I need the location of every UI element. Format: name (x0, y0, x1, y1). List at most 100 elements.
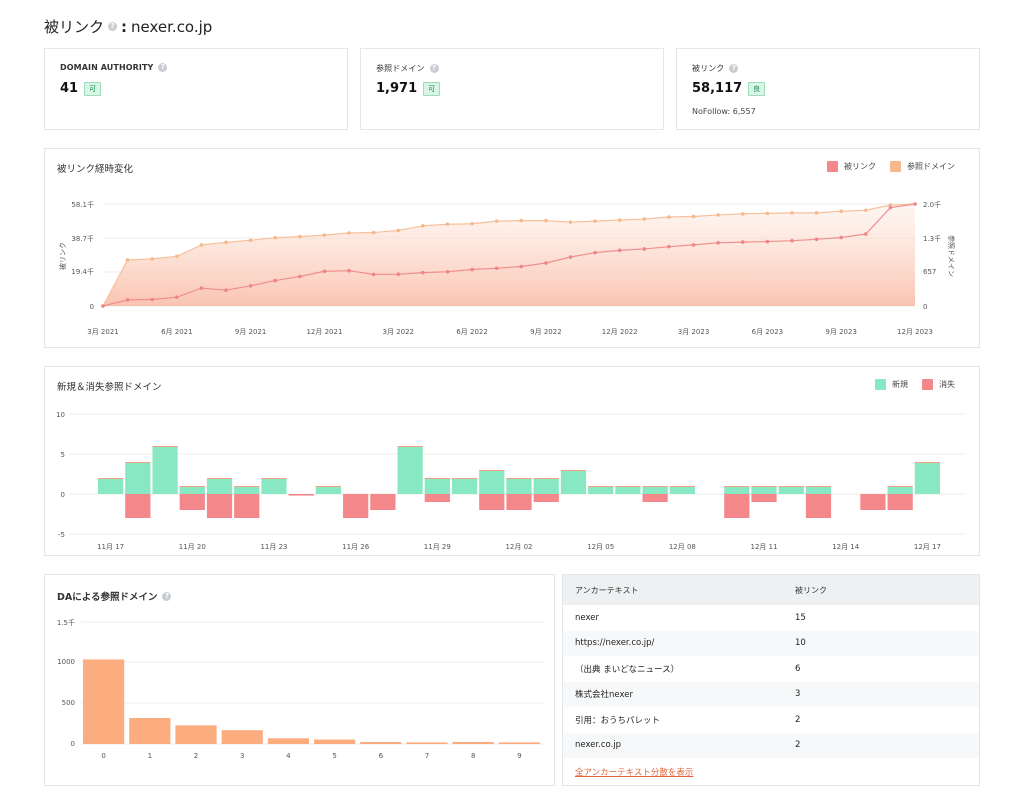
referring-domains-point[interactable] (224, 240, 228, 245)
backlinks-point[interactable] (101, 304, 105, 308)
lost-domains-bar[interactable] (506, 494, 532, 510)
backlinks-point[interactable] (396, 272, 401, 277)
backlinks-point[interactable] (667, 244, 671, 249)
lost-domains-bar[interactable] (424, 494, 450, 502)
referring-domains-point[interactable] (248, 238, 253, 243)
referring-domains-point[interactable] (691, 214, 696, 219)
referring-domains-point[interactable] (667, 215, 671, 219)
da-bar[interactable] (175, 725, 217, 744)
lost-domains-bar[interactable] (479, 494, 505, 510)
backlinks-point[interactable] (740, 240, 745, 244)
backlinks-point[interactable] (371, 272, 376, 277)
backlinks-point[interactable] (445, 269, 450, 274)
lost-domains-bar[interactable] (125, 494, 151, 518)
new-domains-bar[interactable] (152, 446, 178, 494)
new-domains-bar[interactable] (424, 478, 450, 494)
da-bar[interactable] (129, 717, 171, 744)
referring-domains-point[interactable] (175, 254, 179, 259)
new-domains-bar[interactable] (479, 470, 505, 494)
new-domains-bar[interactable] (642, 486, 668, 494)
lost-domains-bar[interactable] (533, 494, 559, 502)
show-all-anchor-text-link[interactable]: 全アンカーテキスト分散を表示 (575, 768, 694, 778)
lost-domains-bar[interactable] (234, 494, 260, 518)
lost-domains-bar[interactable] (179, 494, 205, 510)
referring-domains-point[interactable] (199, 243, 204, 247)
lost-domains-bar[interactable] (887, 494, 913, 510)
new-domains-bar[interactable] (588, 486, 614, 494)
backlinks-point[interactable] (494, 266, 499, 271)
referring-domains-point[interactable] (839, 209, 843, 214)
backlinks-point[interactable] (617, 248, 622, 253)
backlinks-point[interactable] (593, 250, 597, 255)
backlinks-point[interactable] (199, 286, 204, 290)
new-domains-bar[interactable] (206, 478, 233, 494)
backlinks-point[interactable] (248, 284, 253, 288)
new-domains-bar[interactable] (234, 486, 260, 494)
backlinks-point[interactable] (298, 274, 302, 279)
legend-item-domains[interactable]: 参照ドメイン (890, 161, 955, 172)
backlinks-point[interactable] (913, 202, 917, 206)
da-bar[interactable] (406, 742, 448, 744)
new-domains-bar[interactable] (751, 486, 777, 494)
da-bar[interactable] (360, 741, 402, 744)
backlinks-point[interactable] (421, 270, 425, 275)
backlinks-point[interactable] (691, 243, 696, 247)
da-bar[interactable] (314, 739, 356, 744)
backlinks-point[interactable] (716, 240, 720, 245)
backlinks-point[interactable] (544, 261, 548, 265)
lost-domains-bar[interactable] (288, 494, 314, 496)
new-domains-bar[interactable] (914, 462, 940, 494)
backlinks-point[interactable] (347, 268, 351, 273)
referring-domains-point[interactable] (863, 208, 868, 213)
help-icon[interactable]: ? (162, 591, 172, 601)
new-domains-bar[interactable] (125, 462, 151, 494)
da-bar[interactable] (452, 741, 494, 744)
referring-domains-point[interactable] (716, 213, 720, 217)
legend-item-lost[interactable]: 消失 (922, 379, 955, 390)
column-header-anchor[interactable]: アンカーテキスト (575, 585, 639, 595)
referring-domains-point[interactable] (494, 219, 499, 223)
backlinks-point[interactable] (519, 264, 524, 269)
da-bar[interactable] (221, 730, 263, 744)
lost-domains-bar[interactable] (751, 494, 777, 502)
backlinks-point[interactable] (568, 255, 573, 259)
help-icon[interactable]: ? (429, 64, 439, 73)
referring-domains-point[interactable] (519, 218, 524, 223)
lost-domains-bar[interactable] (343, 494, 369, 518)
referring-domains-point[interactable] (298, 234, 302, 239)
referring-domains-point[interactable] (814, 211, 819, 215)
backlinks-point[interactable] (790, 238, 794, 243)
backlinks-point[interactable] (839, 235, 843, 240)
new-domains-bar[interactable] (669, 486, 695, 494)
referring-domains-point[interactable] (150, 257, 155, 261)
backlinks-point[interactable] (814, 237, 819, 242)
backlinks-point[interactable] (322, 269, 327, 274)
referring-domains-point[interactable] (888, 203, 893, 207)
new-domains-bar[interactable] (533, 478, 559, 494)
backlinks-point[interactable] (150, 297, 155, 302)
new-domains-bar[interactable] (506, 478, 532, 494)
backlinks-point[interactable] (273, 278, 278, 283)
referring-domains-point[interactable] (617, 218, 622, 222)
referring-domains-point[interactable] (790, 211, 794, 215)
backlinks-point[interactable] (224, 288, 228, 292)
backlinks-point[interactable] (863, 232, 868, 236)
new-domains-bar[interactable] (615, 486, 641, 494)
referring-domains-point[interactable] (273, 235, 278, 240)
backlinks-point[interactable] (642, 247, 647, 251)
new-domains-bar[interactable] (778, 486, 804, 494)
backlinks-point[interactable] (888, 205, 893, 210)
new-domains-bar[interactable] (397, 446, 423, 494)
help-icon[interactable]: ? (729, 64, 739, 73)
backlinks-point[interactable] (765, 239, 770, 244)
referring-domains-point[interactable] (740, 212, 745, 216)
backlinks-point[interactable] (470, 267, 474, 272)
new-domains-bar[interactable] (179, 486, 205, 494)
new-domains-bar[interactable] (451, 478, 478, 494)
new-domains-bar[interactable] (315, 486, 342, 494)
referring-domains-point[interactable] (396, 228, 401, 233)
referring-domains-point[interactable] (765, 211, 770, 216)
referring-domains-point[interactable] (470, 221, 474, 226)
lost-domains-bar[interactable] (860, 494, 886, 510)
new-domains-bar[interactable] (98, 478, 124, 494)
